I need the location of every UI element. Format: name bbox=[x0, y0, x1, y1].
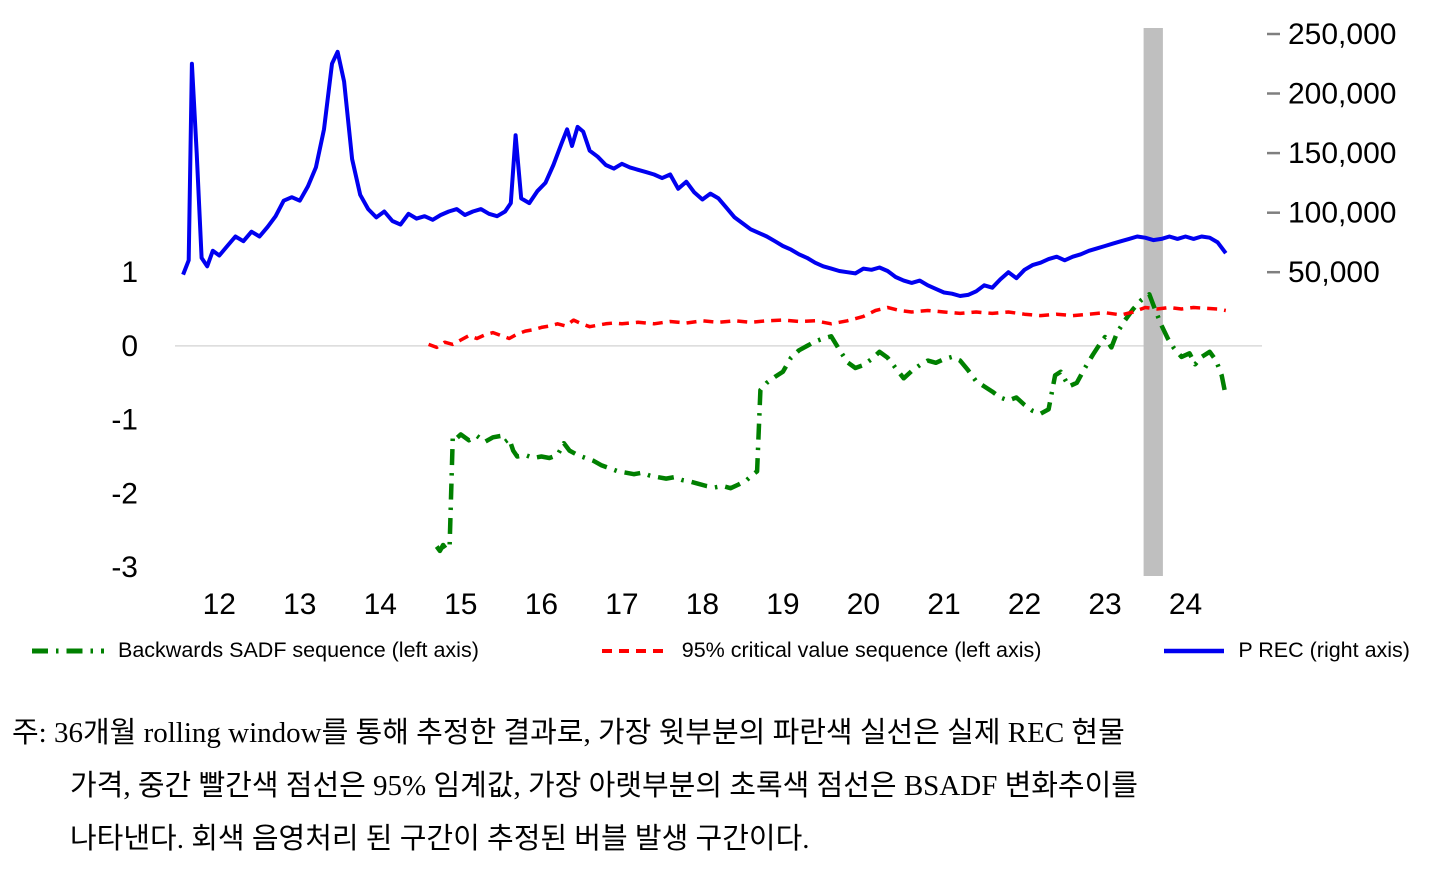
x-axis-tick-label: 23 bbox=[1088, 588, 1121, 621]
x-axis-labels: 12 13 14 15 16 17 18 19 20 21 22 23 24 bbox=[203, 588, 1203, 621]
legend-label-critical-value: 95% critical value sequence (left axis) bbox=[681, 638, 1042, 662]
left-axis-tick-label: -1 bbox=[111, 404, 138, 437]
x-axis-tick-label: 14 bbox=[364, 588, 397, 621]
x-axis-tick-label: 15 bbox=[444, 588, 477, 621]
x-axis-tick-label: 22 bbox=[1008, 588, 1041, 621]
right-axis-tick-label: 150,000 bbox=[1288, 137, 1396, 170]
left-axis-labels: 1 0 -1 -2 -3 bbox=[111, 256, 138, 584]
series-bsadf bbox=[434, 292, 1229, 554]
legend-label-rec-price: P REC (right axis) bbox=[1238, 638, 1410, 662]
legend-item-critical-value: 95% critical value sequence (left axis) bbox=[600, 638, 1042, 663]
x-axis-tick-label: 16 bbox=[525, 588, 558, 621]
x-axis-tick-label: 17 bbox=[605, 588, 638, 621]
x-axis-tick-label: 19 bbox=[766, 588, 799, 621]
right-axis-tick-label: 250,000 bbox=[1288, 18, 1396, 51]
blue-solid-line-icon bbox=[1164, 648, 1225, 653]
figure-note: 주: 36개월 rolling window를 통해 추정한 결과로, 가장 윗… bbox=[0, 707, 1440, 865]
right-axis-tick-label: 100,000 bbox=[1288, 197, 1396, 230]
right-axis-labels: 250,000 200,000 150,000 100,000 50,000 bbox=[1267, 18, 1396, 289]
left-axis-tick-label: -3 bbox=[111, 551, 138, 584]
legend-item-bsadf: Backwards SADF sequence (left axis) bbox=[30, 638, 479, 663]
right-axis-tick-label: 200,000 bbox=[1288, 78, 1396, 111]
x-axis-tick-label: 20 bbox=[847, 588, 880, 621]
x-axis-tick-label: 12 bbox=[203, 588, 236, 621]
note-line-1: 주: 36개월 rolling window를 통해 추정한 결과로, 가장 윗… bbox=[12, 717, 1125, 749]
note-line-3: 나타낸다. 회색 음영처리 된 구간이 추정된 버블 발생 구간이다. bbox=[70, 822, 810, 855]
series-rec-price bbox=[181, 49, 1228, 298]
legend-label-bsadf: Backwards SADF sequence (left axis) bbox=[118, 638, 479, 662]
x-axis-tick-label: 13 bbox=[283, 588, 316, 621]
x-axis-tick-label: 18 bbox=[686, 588, 719, 621]
red-dashed-line-icon bbox=[601, 648, 668, 653]
legend-item-rec-price: P REC (right axis) bbox=[1162, 638, 1410, 663]
green-dash-dot-line-icon bbox=[32, 648, 104, 653]
left-axis-tick-label: 1 bbox=[121, 256, 138, 289]
left-axis-tick-label: 0 bbox=[121, 330, 138, 363]
series-critical-value bbox=[427, 305, 1227, 350]
x-axis-tick-label: 21 bbox=[927, 588, 960, 621]
x-axis-tick-label: 24 bbox=[1169, 588, 1202, 621]
bubble-detection-line-chart: 1 0 -1 -2 -3 250,000 200,000 150,000 100,000 50,0… bbox=[111, 18, 1396, 621]
chart-legend: Backwards SADF sequence (left axis) 95% … bbox=[0, 638, 1440, 663]
right-axis-tick-label: 50,000 bbox=[1288, 256, 1380, 289]
note-line-2: 가격, 중간 빨간색 점선은 95% 임계값, 가장 아랫부분의 초록색 점선은… bbox=[70, 769, 1138, 802]
left-axis-tick-label: -2 bbox=[111, 477, 138, 510]
